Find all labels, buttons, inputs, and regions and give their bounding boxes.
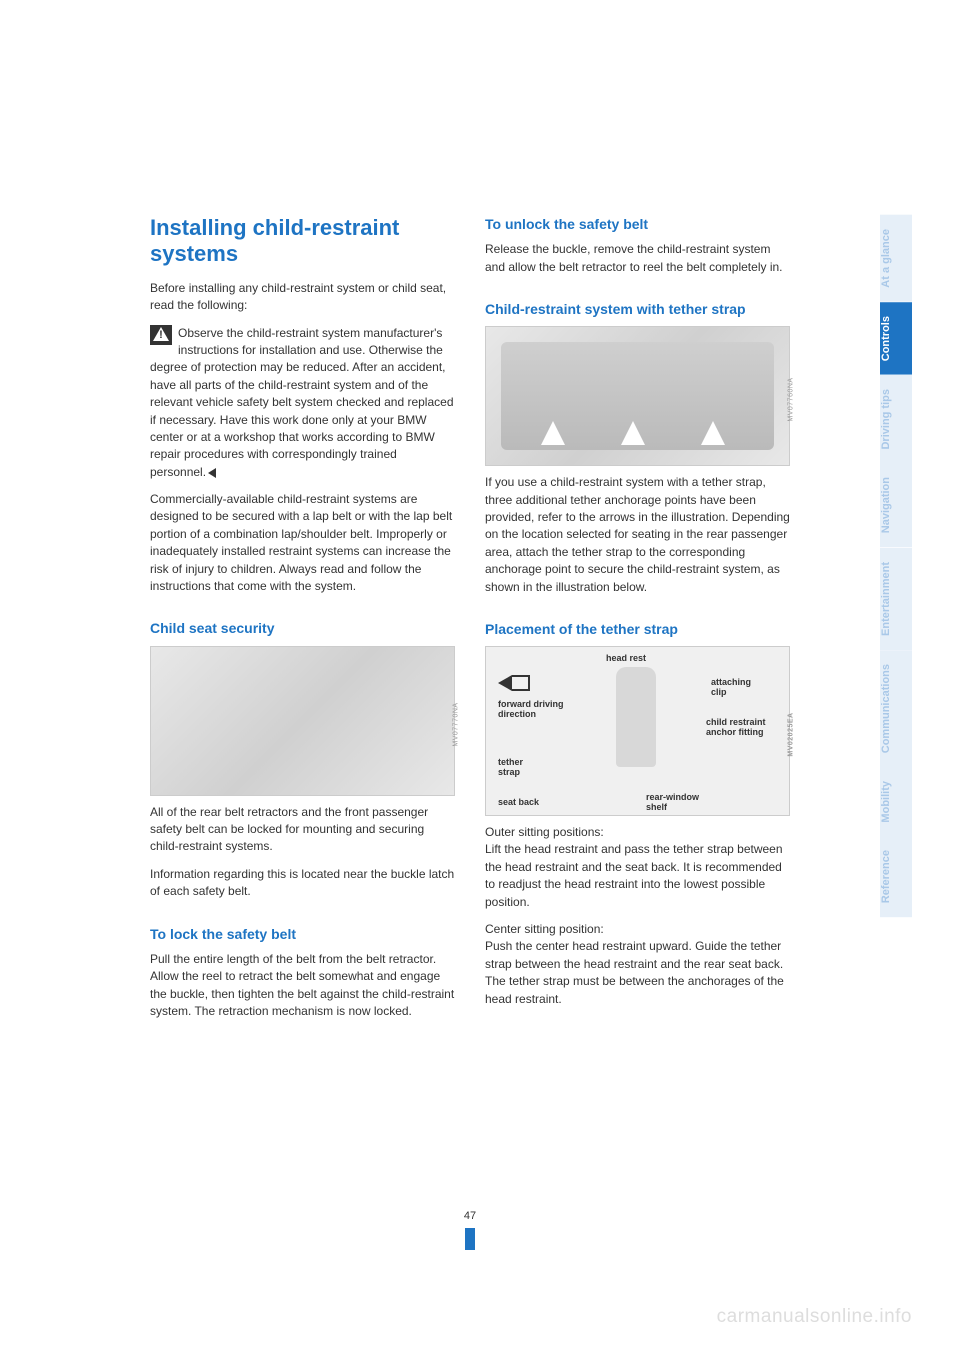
body-paragraph: If you use a child-restraint system with…: [485, 474, 790, 596]
arrow-up-icon: [541, 421, 565, 445]
page-number-wrap: 47: [150, 1206, 790, 1250]
end-triangle-icon: [208, 468, 216, 478]
tab-reference[interactable]: Reference: [880, 836, 912, 917]
tab-driving-tips[interactable]: Driving tips: [880, 375, 912, 464]
label-rear-window-shelf: rear-window shelf: [646, 792, 699, 812]
section-heading: Installing child-restraint systems: [150, 215, 455, 268]
subheading-unlock-belt: To unlock the safety belt: [485, 215, 790, 233]
headrest-shape: [616, 667, 656, 767]
tab-controls[interactable]: Controls: [880, 302, 912, 375]
tab-navigation[interactable]: Navigation: [880, 463, 912, 547]
section-tabs: At a glance Controls Driving tips Naviga…: [880, 215, 912, 918]
label-head-rest: head rest: [606, 653, 646, 663]
body-paragraph: Outer sitting positions: Lift the head r…: [485, 824, 790, 911]
figure-code: MV07770NA: [453, 702, 460, 746]
page-number-bar: [465, 1228, 475, 1250]
body-paragraph: Pull the entire length of the belt from …: [150, 951, 455, 1021]
figure-tether-placement: head rest forward driving direction atta…: [485, 646, 790, 816]
arrow-left-icon: [498, 675, 512, 691]
left-column: Installing child-restraint systems Befor…: [150, 215, 455, 1030]
label-seat-back: seat back: [498, 797, 539, 807]
tab-entertainment[interactable]: Entertainment: [880, 548, 912, 650]
arrow-box-icon: [512, 675, 530, 691]
subheading-lock-belt: To lock the safety belt: [150, 925, 455, 943]
arrow-up-icon: [701, 421, 725, 445]
warning-text: Observe the child-restraint system manuf…: [150, 326, 454, 479]
body-paragraph: All of the rear belt retractors and the …: [150, 804, 455, 856]
figure-tether-anchorage: MV07760NA: [485, 326, 790, 466]
intro-paragraph: Before installing any child-restraint sy…: [150, 280, 455, 315]
figure-code: MV02025EA: [788, 712, 795, 756]
label-forward-direction: forward driving direction: [498, 699, 564, 719]
body-paragraph: Center sitting position: Push the center…: [485, 921, 790, 1008]
body-paragraph: Release the buckle, remove the child-res…: [485, 241, 790, 276]
tab-communications[interactable]: Communications: [880, 650, 912, 767]
label-tether-strap: tether strap: [498, 757, 523, 777]
watermark: carmanualsonline.info: [717, 1306, 912, 1328]
tab-at-a-glance[interactable]: At a glance: [880, 215, 912, 302]
figure-child-seat-security: MV07770NA: [150, 646, 455, 796]
warning-paragraph: Observe the child-restraint system manuf…: [150, 325, 455, 482]
figure-code: MV07760NA: [788, 378, 795, 422]
arrow-up-icon: [621, 421, 645, 445]
label-anchor-fitting: child restraint anchor fitting: [706, 717, 766, 737]
right-column: To unlock the safety belt Release the bu…: [485, 215, 790, 1030]
body-paragraph: Information regarding this is located ne…: [150, 866, 455, 901]
warning-icon: [150, 325, 172, 345]
body-paragraph: Commercially-available child-restraint s…: [150, 491, 455, 595]
tab-mobility[interactable]: Mobility: [880, 767, 912, 837]
subheading-child-seat-security: Child seat security: [150, 619, 455, 637]
subheading-tether-placement: Placement of the tether strap: [485, 620, 790, 638]
page-content: Installing child-restraint systems Befor…: [150, 215, 790, 1030]
label-attaching-clip: attaching clip: [711, 677, 751, 697]
page-number: 47: [464, 1210, 476, 1222]
subheading-tether-strap: Child-restraint system with tether strap: [485, 300, 790, 318]
